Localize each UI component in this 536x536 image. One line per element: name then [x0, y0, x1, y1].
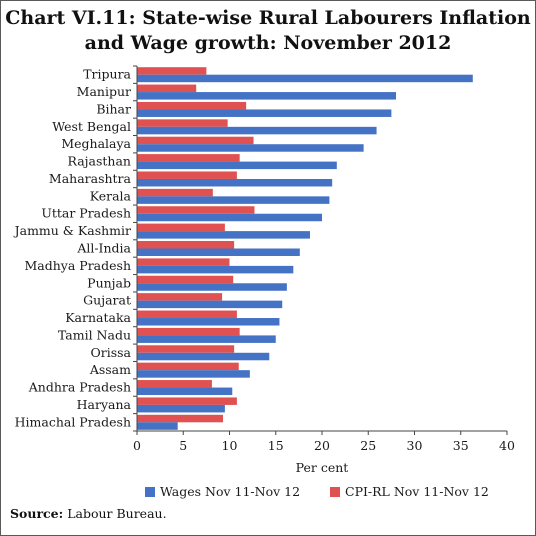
bar-wages-meghalaya [137, 144, 364, 152]
category-label-assam: Assam [89, 362, 131, 377]
bar-cpi-rl-haryana [137, 397, 237, 405]
bar-cpi-rl-tamil-nadu [137, 327, 240, 336]
bar-wages-rajasthan [137, 161, 337, 170]
category-label-bihar: Bihar [96, 101, 131, 116]
bar-cpi-rl-meghalaya [137, 136, 254, 145]
category-label-madhya-pradesh: Madhya Pradesh [25, 258, 132, 273]
bar-cpi-rl-madhya-pradesh [137, 258, 230, 266]
bar-cpi-rl-maharashtra [137, 171, 237, 179]
bar-wages-west-bengal [137, 126, 377, 135]
plot-area: Tripura Manipur Bihar West Bengal Meghalaya R… [13, 65, 515, 453]
bar-cpi-rl-west-bengal [137, 119, 228, 127]
source-text: Labour Bureau. [63, 506, 167, 521]
bar-cpi-rl-kerala [137, 188, 213, 197]
legend-swatch-wages [145, 487, 155, 497]
category-label-tamil-nadu: Tamil Nadu [58, 327, 131, 342]
category-label-west-bengal: West Bengal [52, 119, 131, 134]
bar-wages-bihar [137, 109, 392, 117]
bar-wages-jammu-kashmir [137, 231, 310, 239]
category-label-kerala: Kerala [90, 188, 132, 203]
x-tick-label: 30 [407, 438, 423, 453]
bar-cpi-rl-tripura [137, 67, 207, 75]
bar-wages-orissa [137, 352, 270, 361]
chart-title-line2: and Wage growth: November 2012 [84, 32, 452, 54]
x-tick-label: 20 [314, 438, 330, 453]
bar-cpi-rl-punjab [137, 275, 234, 284]
legend-swatch-cpi-rl [330, 487, 340, 497]
x-tick-label: 25 [360, 438, 376, 453]
chart-title-line1: Chart VI.11: State-wise Rural Labourers … [5, 7, 531, 29]
category-label-tripura: Tripura [83, 67, 131, 82]
bar-wages-assam [137, 370, 250, 378]
source-label: Source: [10, 506, 64, 521]
bar-cpi-rl-manipur [137, 84, 197, 93]
legend-label-cpi-rl: CPI-RL Nov 11-Nov 12 [345, 484, 489, 499]
x-tick-label: 0 [133, 438, 141, 453]
legend: Wages Nov 11-Nov 12 CPI-RL Nov 11-Nov 12 [145, 484, 489, 499]
category-label-meghalaya: Meghalaya [61, 136, 131, 151]
category-label-maharashtra: Maharashtra [49, 171, 132, 186]
category-label-haryana: Haryana [77, 397, 132, 412]
category-label-gujarat: Gujarat [83, 293, 131, 308]
category-label-punjab: Punjab [87, 275, 131, 290]
x-tick-label: 15 [268, 438, 284, 453]
bar-cpi-rl-jammu-kashmir [137, 223, 225, 232]
x-tick-label: 5 [179, 438, 187, 453]
bar-wages-himachal-pradesh [137, 422, 178, 430]
bar-cpi-rl-uttar-pradesh [137, 206, 255, 214]
category-label-manipur: Manipur [77, 84, 131, 99]
bar-wages-uttar-pradesh [137, 213, 322, 222]
category-label-himachal-pradesh: Himachal Pradesh [15, 414, 131, 429]
category-label-rajasthan: Rajasthan [68, 154, 131, 169]
bar-wages-manipur [137, 92, 396, 100]
bar-cpi-rl-assam [137, 362, 239, 371]
bar-wages-tamil-nadu [137, 335, 276, 343]
x-tick-label: 40 [499, 438, 515, 453]
legend-label-wages: Wages Nov 11-Nov 12 [160, 484, 300, 499]
bar-wages-tripura [137, 74, 473, 83]
x-axis-label: Per cent [296, 460, 349, 475]
chart-title: Chart VI.11: State-wise Rural Labourers … [0, 6, 536, 56]
category-label-all-india: All-India [76, 241, 131, 256]
bar-wages-maharashtra [137, 178, 333, 187]
category-label-karnataka: Karnataka [65, 310, 131, 325]
bar-cpi-rl-gujarat [137, 293, 223, 301]
bar-wages-all-india [137, 248, 300, 256]
bar-wages-karnataka [137, 318, 280, 326]
bar-cpi-rl-andhra-pradesh [137, 380, 212, 388]
x-tick-label: 10 [222, 438, 238, 453]
bar-wages-punjab [137, 283, 287, 291]
bar-cpi-rl-all-india [137, 241, 235, 249]
category-label-orissa: Orissa [90, 345, 131, 360]
bar-wages-andhra-pradesh [137, 387, 233, 396]
x-tick-label: 35 [453, 438, 469, 453]
bar-cpi-rl-rajasthan [137, 154, 240, 162]
bar-cpi-rl-himachal-pradesh [137, 414, 224, 423]
category-label-uttar-pradesh: Uttar Pradesh [41, 206, 131, 221]
category-label-jammu-kashmir: Jammu & Kashmir [13, 223, 131, 238]
source-note: Source: Labour Bureau. [10, 506, 167, 521]
bar-cpi-rl-bihar [137, 101, 247, 110]
bar-wages-haryana [137, 404, 225, 413]
bar-wages-kerala [137, 196, 330, 204]
bar-cpi-rl-orissa [137, 345, 235, 353]
bar-wages-gujarat [137, 300, 283, 309]
category-label-andhra-pradesh: Andhra Pradesh [28, 380, 131, 395]
bar-wages-madhya-pradesh [137, 265, 294, 274]
bar-cpi-rl-karnataka [137, 310, 237, 319]
